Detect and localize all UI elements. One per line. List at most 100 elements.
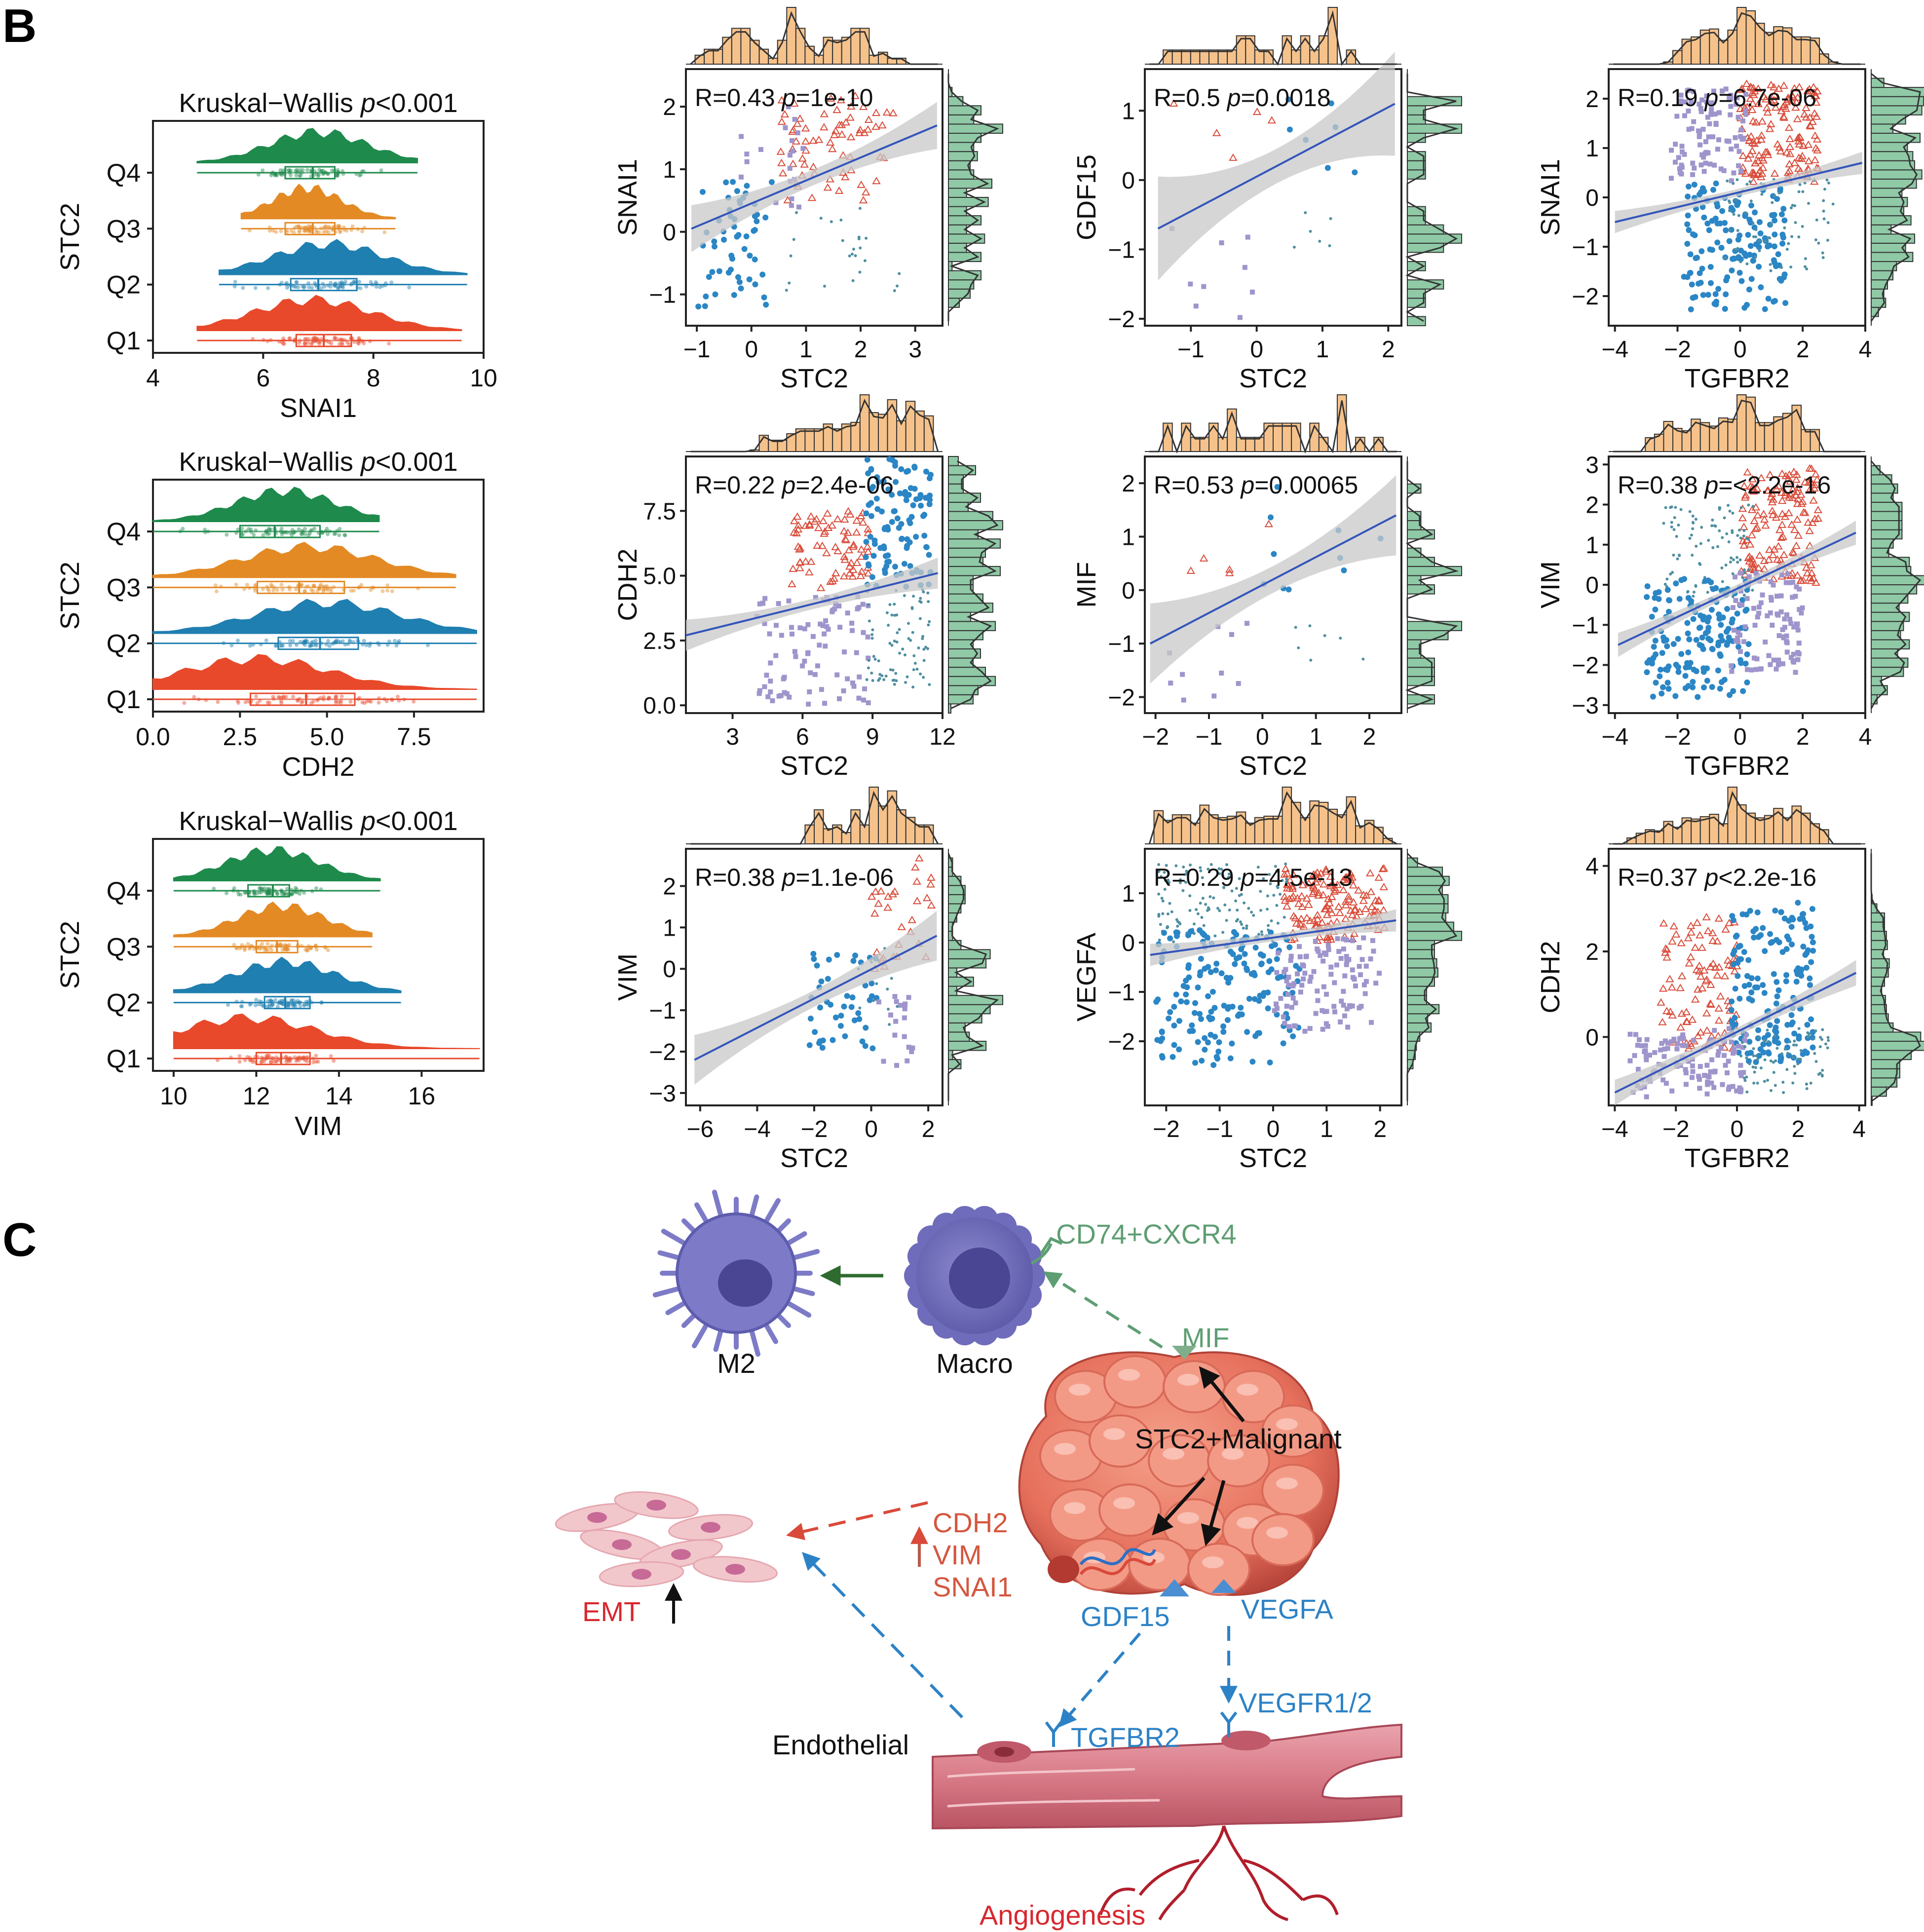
rain-point	[361, 169, 366, 173]
rain-point	[280, 644, 284, 648]
data-point-square	[881, 1059, 886, 1064]
tumor-cell-highlight	[1177, 1374, 1199, 1386]
rain-point	[316, 337, 320, 341]
top-histogram-bar	[1217, 817, 1228, 844]
data-point-square	[1721, 1053, 1727, 1058]
top-histogram-bar	[1681, 817, 1692, 844]
rain-point	[258, 698, 262, 703]
data-point-small	[1815, 218, 1818, 222]
data-point-small	[887, 624, 890, 627]
data-point-square	[1740, 118, 1746, 124]
data-point-small	[1817, 1072, 1820, 1076]
data-point-circle	[1686, 227, 1692, 233]
data-point-square	[865, 634, 870, 640]
data-point-square	[1775, 612, 1781, 618]
data-point-triangle	[1804, 156, 1813, 164]
data-point-square	[1301, 963, 1306, 969]
chart-title: Kruskal−Wallis p<0.001	[179, 447, 457, 477]
x-tick-label: 0.0	[136, 723, 170, 751]
data-point-circle	[1779, 949, 1786, 955]
data-point-circle	[899, 536, 905, 542]
tumor-cell	[1128, 1538, 1191, 1591]
data-point-small	[1814, 238, 1817, 241]
data-point-circle	[1800, 911, 1807, 917]
data-point-small	[927, 600, 930, 603]
data-point-circle	[1230, 951, 1236, 957]
rain-point	[269, 1003, 274, 1008]
data-point-circle	[817, 1004, 824, 1011]
data-point-square	[1358, 1004, 1364, 1009]
rain-point	[338, 229, 342, 233]
rain-point	[264, 529, 269, 533]
x-tick-label: 0	[1734, 724, 1747, 750]
rain-point	[314, 339, 318, 343]
data-point-square	[1752, 622, 1758, 628]
rain-point	[245, 890, 250, 895]
rain-point	[305, 1002, 309, 1006]
rain-point	[270, 1002, 274, 1007]
rain-point	[311, 337, 315, 341]
data-point-small	[1766, 1079, 1770, 1082]
data-point-square	[1291, 981, 1297, 986]
rain-point	[274, 1059, 279, 1063]
rain-point	[231, 888, 235, 893]
rain-point	[301, 168, 305, 172]
tumor-cell-highlight	[1177, 1512, 1199, 1524]
data-point-small	[1259, 909, 1263, 912]
data-point-square	[1785, 571, 1790, 577]
data-point-square	[1675, 1041, 1680, 1046]
data-point-circle	[1224, 1017, 1231, 1023]
rain-point	[285, 281, 289, 285]
rain-point	[294, 1059, 299, 1063]
data-point-square	[1350, 975, 1356, 980]
data-point-square	[1744, 596, 1750, 601]
rain-point	[287, 1058, 292, 1062]
data-point-circle	[1652, 638, 1659, 644]
top-histogram-bar	[1718, 39, 1729, 65]
right-histogram-bar	[948, 547, 986, 558]
data-point-small	[1732, 182, 1735, 185]
rain-point	[255, 701, 260, 705]
rain-point	[277, 1000, 282, 1005]
rain-point	[338, 527, 342, 531]
data-point-small	[1771, 201, 1774, 204]
data-point-circle	[1724, 606, 1731, 612]
data-point-small	[1692, 590, 1696, 594]
data-point-square	[1652, 1050, 1658, 1055]
data-point-circle	[1735, 973, 1741, 979]
rain-point	[283, 168, 288, 172]
rain-point	[261, 533, 265, 537]
data-point-small	[1245, 927, 1248, 930]
data-point-small	[911, 631, 914, 634]
rain-point	[262, 945, 266, 949]
data-point-circle	[886, 559, 892, 565]
data-point-square	[1751, 606, 1757, 611]
rain-point	[295, 280, 299, 284]
data-point-small	[893, 603, 896, 606]
rain-point	[260, 1060, 264, 1064]
y-axis-label: SNAI1	[1536, 159, 1565, 236]
rain-point	[335, 174, 339, 178]
data-point-circle	[1762, 948, 1768, 954]
correlation-annotation: R=0.5 p=0.0018	[1154, 84, 1331, 112]
right-histogram-bar	[1407, 105, 1426, 115]
right-histogram-bar	[1407, 233, 1462, 244]
data-point-square	[792, 649, 797, 654]
data-point-square	[1302, 971, 1308, 976]
data-point-circle	[916, 495, 923, 501]
data-point-circle	[1159, 1035, 1166, 1042]
data-point-circle	[754, 218, 760, 225]
data-point-square	[826, 627, 831, 632]
gdf15-to-tgfbr2-arrow	[1058, 1632, 1141, 1728]
rain-point	[213, 583, 218, 588]
rain-point	[342, 338, 347, 342]
y-axis-label: VIM	[1536, 561, 1565, 608]
rain-point	[275, 1004, 280, 1009]
data-point-triangle	[828, 145, 837, 152]
data-point-circle	[1229, 1040, 1235, 1047]
data-point-small	[1795, 1043, 1798, 1047]
data-point-circle	[1772, 231, 1778, 238]
data-point-square	[1644, 1094, 1649, 1099]
data-point-square	[1342, 973, 1348, 979]
rain-point	[325, 527, 329, 531]
